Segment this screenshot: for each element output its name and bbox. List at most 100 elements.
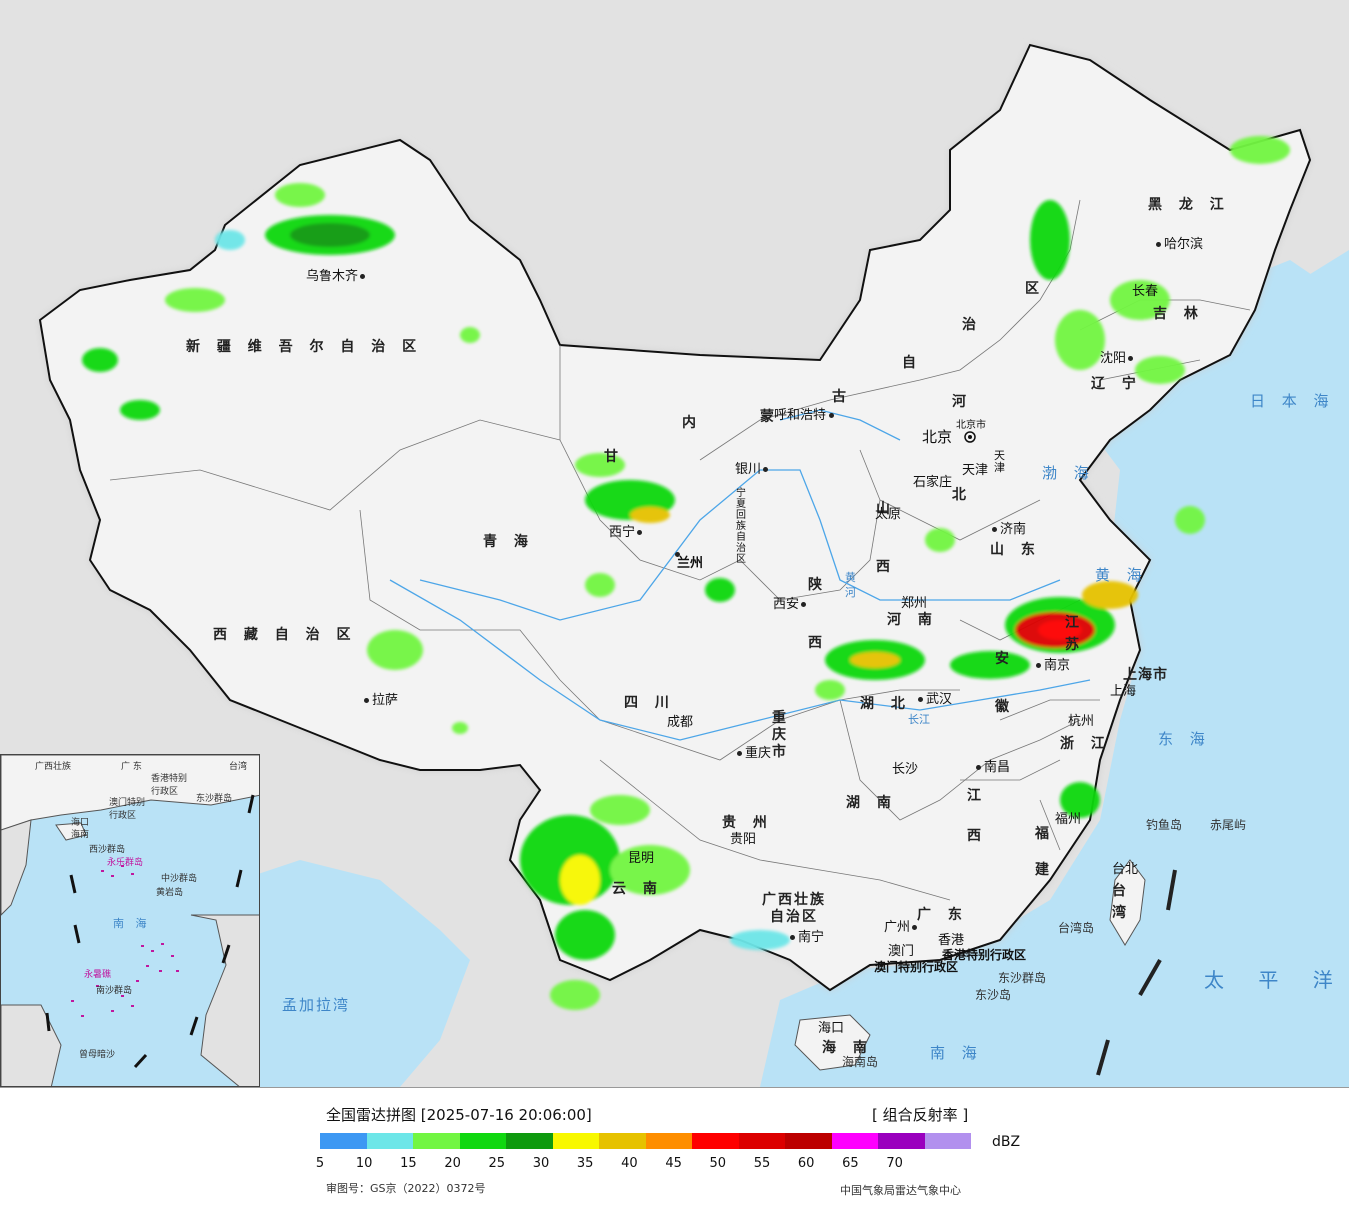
sea-area-east [760, 250, 1349, 1087]
color-swatch [878, 1133, 925, 1149]
city-changsha: 长沙 [892, 762, 919, 777]
city-beijing: 北京 [922, 428, 953, 446]
island-taiwan: 台湾岛 [1058, 921, 1095, 935]
inset-sea: 南 海 [113, 917, 151, 930]
legend-tick-label: 20 [444, 1156, 461, 1171]
city-guangzhou: 广州 [884, 920, 920, 935]
province-shandong: 山 东 [990, 542, 1041, 558]
sea-nanhai: 南 海 [930, 1044, 983, 1062]
sea-pacific: 太 平 洋 [1204, 968, 1347, 992]
province-shanxi: 山 西 [876, 501, 896, 575]
color-swatch [552, 1133, 599, 1149]
city-macao: 澳门 [888, 944, 915, 959]
radar-echoes [82, 136, 1290, 1010]
province-zhejiang: 浙 江 [1060, 736, 1111, 752]
river-huanghe: 黄河 [845, 571, 856, 599]
rivers [389, 409, 1091, 741]
approval-number: 审图号：GS京（2022）0372号 [326, 1182, 486, 1195]
city-harbin: 哈尔滨 [1156, 237, 1203, 252]
province-neimenggu-5: 治 [962, 317, 982, 333]
city-nanchang: 南昌 [976, 760, 1010, 775]
color-swatch [320, 1133, 367, 1149]
city-wuhan: 武汉 [918, 692, 952, 707]
city-shenyang: 沈阳 [1100, 351, 1136, 366]
inset-zengmu: 曾母暗沙 [79, 1050, 116, 1060]
province-hebei-1: 河 [952, 394, 972, 410]
inset-nansha: 南沙群岛 [96, 986, 133, 996]
inset-xisha: 西沙群岛 [89, 845, 126, 855]
radar-map: 新 疆 维 吾 尔 自 治 区 西 藏 自 治 区 青 海 甘 内 蒙 古 自 … [0, 0, 1349, 1087]
city-chongqing: 重庆 [737, 746, 771, 761]
province-neimenggu-4: 自 [902, 355, 922, 371]
hainan-island [794, 1014, 871, 1071]
legend-tick-label: 50 [709, 1156, 727, 1171]
color-swatch [506, 1133, 553, 1149]
inset-guangxi: 广西壮族 [35, 762, 72, 772]
province-shaanxi: 陕 西 [808, 577, 828, 651]
province-qinghai: 青 海 [483, 534, 534, 550]
city-kunming: 昆明 [628, 851, 655, 866]
city-hangzhou: 杭州 [1068, 714, 1095, 729]
region-macao: 澳门特别行政区 [874, 960, 959, 974]
city-hongkong: 香港 [938, 933, 965, 948]
legend-tick-label: 35 [576, 1156, 594, 1171]
inset-yongle: 永乐群岛 [107, 858, 144, 868]
city-chengdu: 成都 [667, 715, 694, 730]
legend-tick-label: 55 [753, 1156, 771, 1171]
city-taipei: 台北 [1112, 862, 1139, 877]
province-henan: 河 南 [887, 612, 938, 628]
legend-tick-label: 45 [665, 1156, 682, 1171]
sea-bengal: 孟加拉湾 [282, 996, 351, 1014]
legend-tick-label: 60 [797, 1156, 815, 1171]
province-taiwan: 台 湾 [1112, 883, 1132, 921]
color-swatch [831, 1133, 878, 1149]
legend-tick-label: 70 [886, 1156, 903, 1171]
city-nanning: 南宁 [790, 930, 824, 945]
province-xizang: 西 藏 自 治 区 [213, 627, 357, 643]
city-hohhot: 呼和浩特 [774, 408, 837, 423]
province-neimenggu-3: 古 [832, 389, 852, 405]
province-gansu: 甘 [604, 449, 624, 465]
city-lhasa: 拉萨 [364, 693, 398, 708]
province-yunnan: 云 南 [612, 881, 663, 897]
color-scale-bar [320, 1133, 971, 1149]
south-china-sea-inset: 广西壮族 广 东 台湾 香港特别行政区 澳门特别行政区 东沙群岛 海口 海南 西… [0, 754, 260, 1087]
island-chiwei: 赤尾屿 [1210, 818, 1247, 832]
province-xinjiang: 新 疆 维 吾 尔 自 治 区 [186, 339, 423, 355]
city-taiyuan: 太原 [875, 507, 902, 522]
province-neimenggu-6: 区 [1025, 281, 1045, 297]
legend-panel: 全国雷达拼图 [2025-07-16 20:06:00] [ 组合反射率 ] d… [0, 1087, 1349, 1209]
city-changchun: 长春 [1132, 284, 1159, 299]
province-fujian: 福 建 [1035, 826, 1055, 878]
legend-tick-label: 40 [621, 1156, 638, 1171]
city-lanzhou [675, 547, 683, 562]
inset-canvas [1, 755, 259, 1086]
beijing-capital-marker [964, 431, 976, 443]
city-nanjing: 南京 [1036, 658, 1070, 673]
province-guangdong: 广 东 [917, 907, 968, 923]
province-guangxi-1: 广西壮族 [762, 892, 826, 908]
legend-tick-label: 10 [355, 1156, 373, 1171]
inset-haikou: 海口 [71, 818, 90, 828]
province-hebei-2: 北 [952, 487, 972, 503]
province-jiangsu: 江苏 [1065, 615, 1079, 653]
province-guizhou: 贵 州 [722, 815, 773, 831]
province-jilin: 吉 林 [1153, 306, 1204, 322]
province-guangxi-2: 自治区 [770, 909, 818, 925]
province-liaoning: 辽 宁 [1091, 376, 1142, 392]
island-hainan: 海南岛 [842, 1055, 879, 1069]
inset-taiwan: 台湾 [229, 762, 248, 772]
province-shanghai: 上海市 [1123, 667, 1168, 683]
legend-tick-label: 30 [532, 1156, 550, 1171]
color-swatch [645, 1133, 692, 1149]
source-label: 中国气象局雷达气象中心 [840, 1184, 961, 1197]
color-swatch [738, 1133, 785, 1149]
legend-tick-label: 5 [315, 1156, 325, 1171]
dash-line-segments [1096, 869, 1177, 1076]
inset-zhongsha: 中沙群岛 [161, 874, 198, 884]
legend-tick-label: 15 [400, 1156, 417, 1171]
inset-guangdong: 广 东 [121, 762, 142, 772]
city-yinchuan: 银川 [735, 462, 771, 477]
inset-dongsha: 东沙群岛 [196, 794, 233, 804]
island-dongsha-islands: 东沙群岛 [998, 971, 1047, 985]
